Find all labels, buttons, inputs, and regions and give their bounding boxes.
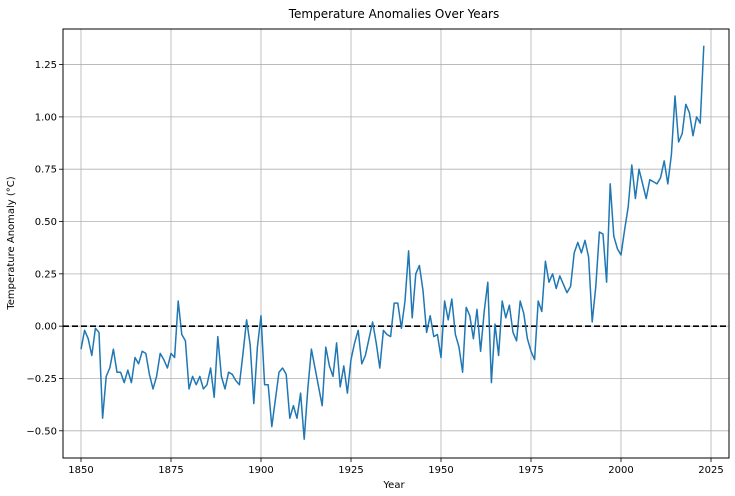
y-tick-label: −0.50 [26, 426, 57, 437]
y-axis-label: Temperature Anomaly (°C) [6, 176, 17, 310]
y-tick-label: 0.75 [35, 165, 57, 176]
y-tick-label: 1.25 [35, 60, 57, 71]
x-tick-label: 1850 [68, 465, 93, 476]
x-tick-label: 1875 [158, 465, 183, 476]
x-axis-label: Year [382, 480, 405, 491]
x-tick-label: 1900 [248, 465, 273, 476]
series-layer [80, 45, 705, 440]
series-line [80, 45, 705, 440]
plot-background [63, 29, 729, 458]
x-tick-label: 2000 [608, 465, 633, 476]
x-tick-label: 1925 [338, 465, 363, 476]
y-tick-label: 0.00 [35, 322, 57, 333]
plot-frame [62, 28, 730, 459]
y-tick-label: −0.25 [26, 374, 57, 385]
y-tick-label: 0.25 [35, 269, 57, 280]
chart-title: Temperature Anomalies Over Years [288, 7, 499, 21]
x-tick-label: 1975 [518, 465, 543, 476]
x-tick-label: 2025 [698, 465, 723, 476]
y-tick-label: 1.00 [35, 112, 57, 123]
y-axis-ticks: −0.50 −0.25 0.00 0.25 0.50 0.75 1.00 1.25 [26, 60, 63, 437]
x-tick-label: 1950 [428, 465, 453, 476]
y-tick-label: 0.50 [35, 217, 57, 228]
x-axis-ticks: 1850 1875 1900 1925 1950 1975 2000 2025 [68, 458, 724, 476]
